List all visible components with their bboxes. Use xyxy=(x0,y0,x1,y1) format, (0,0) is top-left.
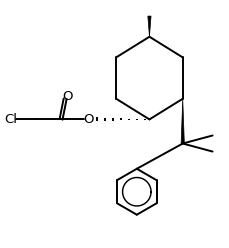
Text: Cl: Cl xyxy=(4,113,17,126)
Text: O: O xyxy=(62,91,72,103)
Polygon shape xyxy=(147,16,150,37)
Polygon shape xyxy=(180,99,184,144)
Text: O: O xyxy=(83,113,93,126)
